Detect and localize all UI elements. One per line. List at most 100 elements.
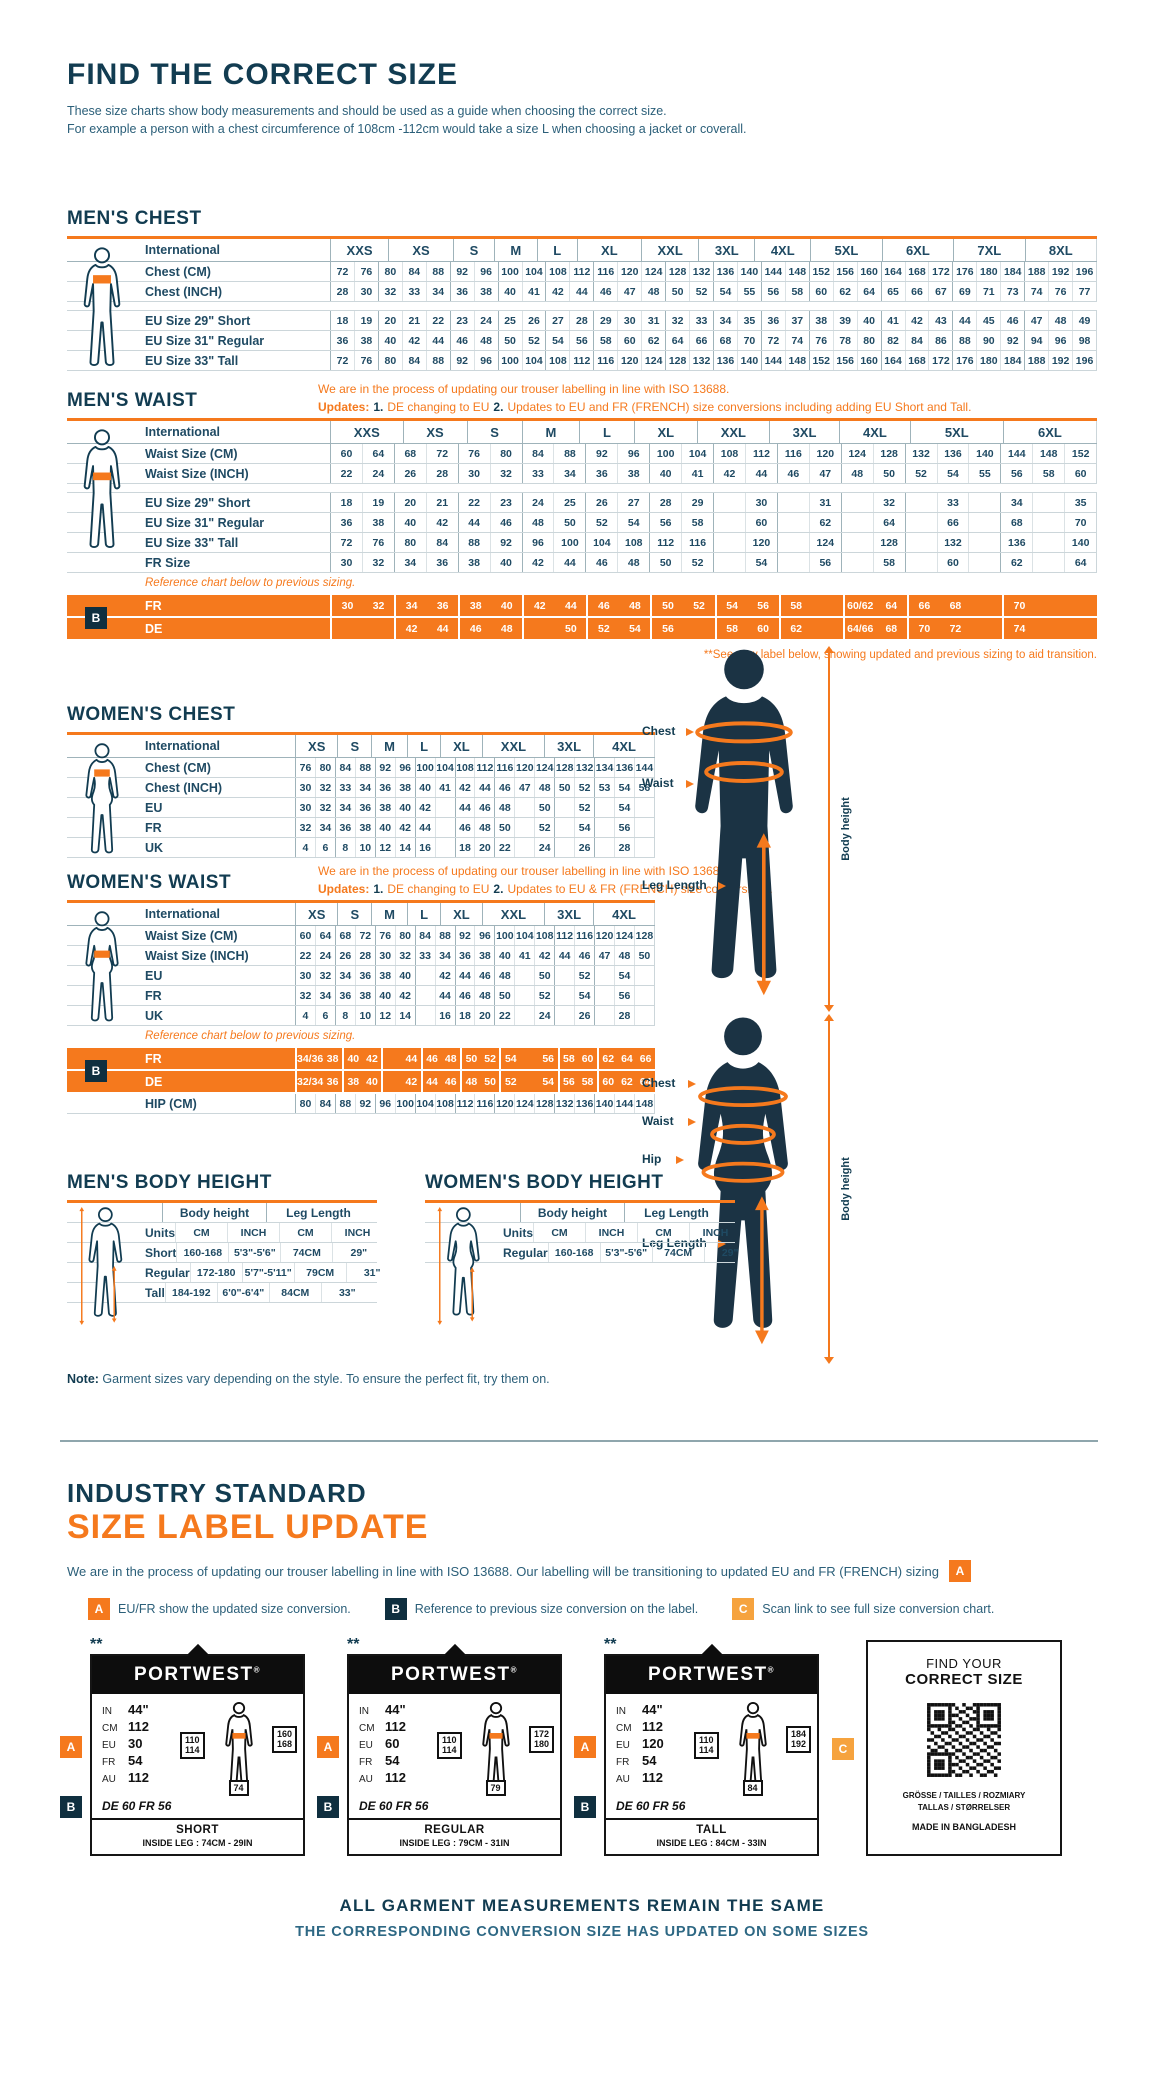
size-cell: 35	[1064, 493, 1096, 512]
size-cell: 56	[757, 599, 769, 612]
size-cell: 46	[454, 818, 475, 837]
size-cell: 52	[534, 818, 554, 837]
size-cell: 108	[454, 758, 475, 777]
inside-leg-text: INSIDE LEG : 79CM - 31IN	[399, 1838, 510, 1848]
size-cell: 50	[497, 331, 522, 350]
row-label: EU Size 31" Regular	[145, 515, 265, 530]
chest-arrow-icon	[688, 1080, 696, 1088]
size-cell: 32	[872, 493, 905, 512]
size-cell: 86	[928, 331, 952, 350]
size-cell: 32	[314, 778, 335, 797]
size-cell: 120	[808, 444, 841, 463]
size-cell: 40	[649, 464, 681, 483]
size-cell: 62	[641, 331, 665, 350]
size-column-header: 4XL	[593, 735, 654, 757]
size-cell: 46	[593, 282, 617, 301]
size-cell	[381, 1071, 402, 1092]
table-row: Waist Size (INCH) 22 24 26 28 30 32 33 34 36 38 40 4…	[67, 946, 655, 966]
size-cell: 62	[778, 618, 812, 639]
size-cell	[514, 986, 534, 1005]
size-cell: 48	[614, 946, 634, 965]
size-cell: 54	[614, 798, 634, 817]
size-cell: 62	[1000, 553, 1032, 572]
size-cell: 42	[394, 986, 415, 1005]
size-cell: 88	[354, 758, 375, 777]
size-cell: 19	[353, 311, 378, 330]
height-measure-box: 184 192	[785, 1726, 811, 1753]
size-cell: 32	[489, 464, 522, 483]
size-cell: 104	[414, 1094, 435, 1113]
size-cell	[554, 838, 574, 857]
previous-sizing-group: FR 34/36 38 40 42 44 46 48 50 52 54 56 58 60 62 64 66 DE 3…	[67, 1048, 655, 1094]
chest-label: Chest	[642, 1076, 676, 1090]
size-cell: 128	[633, 926, 654, 945]
size-cell: 20	[377, 311, 402, 330]
size-cell: 40	[414, 778, 435, 797]
size-unit: EU	[102, 1740, 116, 1751]
size-cell: 76	[353, 351, 378, 370]
size-unit: AU	[616, 1774, 630, 1785]
row-label: Waist Size (INCH)	[145, 948, 249, 963]
table-row: EU Size 33" Tall 72 76 80 84 88 92 96 100 104 108 1…	[67, 533, 1097, 553]
size-cell: 54	[574, 818, 594, 837]
size-cell: 46	[1000, 311, 1024, 330]
iso-note-line1: We are in the process of updating our tr…	[318, 382, 730, 396]
unit-header: CM	[533, 1223, 585, 1242]
table-row: Waist Size (INCH) 22 24 26 28 30 32 33 34 36 38 40 4…	[67, 464, 1097, 484]
previous-sizing-row: FR 34/36 38 40 42 44 46 48 50 52 54 56 58 60 62 64 66	[67, 1048, 655, 1071]
size-cell	[968, 533, 1000, 552]
size-cell: 92	[454, 926, 475, 945]
label-body: IN 44" CM 112 EU 60 FR 54 AU 112 110 114 172 180 79	[349, 1694, 560, 1796]
badge-a-icon: A	[60, 1736, 82, 1758]
womens-waist-heading: WOMEN'S WAIST	[67, 872, 232, 893]
size-cell: 48	[521, 513, 554, 532]
size-cell: 18	[340, 496, 353, 509]
size-cell: 64	[314, 926, 335, 945]
size-cell: 56	[649, 513, 681, 532]
size-cell: 26	[574, 838, 594, 857]
size-cell: 26	[521, 311, 546, 330]
size-cell: 52	[574, 966, 594, 985]
row-label: EU Size 33" Tall	[145, 535, 239, 550]
size-cell: 50	[494, 818, 514, 837]
size-cell: 100	[394, 1094, 415, 1113]
size-unit: AU	[359, 1774, 373, 1785]
see-new-label-footnote: **See new label below, showing updated a…	[703, 649, 1097, 661]
size-cell: 52	[534, 986, 554, 1005]
row-cells: 30 32 34 36 38 40 42 44 46 48 50 52 54 56 58 60 62 64	[330, 553, 1097, 572]
size-cell: 124	[641, 351, 665, 370]
mens-chest-section: MEN'S CHEST International XXS XS S M L XL XXL 3X…	[67, 194, 1097, 371]
size-column-header: XS	[388, 239, 453, 261]
size-list-row: AU 112	[359, 1770, 439, 1787]
size-cell: 172	[928, 351, 952, 370]
table-row: Waist Size (CM) 60 64 68 72 76 80 84 88 92 96 100 10…	[67, 444, 1097, 464]
label-footer: REGULAR INSIDE LEG : 79CM - 31IN	[349, 1818, 560, 1854]
size-cell: 60	[581, 1052, 594, 1065]
row-cells: 36 38 40 42 44 46 48 50 52 54 56 58 60 62 64 66 68 70 72 74…	[330, 331, 1097, 350]
unit-header: CM	[279, 1223, 331, 1242]
size-value: 60	[385, 1736, 400, 1751]
size-cell: 104	[521, 262, 546, 281]
size-cell: 46	[586, 595, 619, 616]
size-cell: 54	[936, 464, 969, 483]
height-value: 184-192	[164, 1283, 217, 1302]
size-cell: 56	[760, 282, 785, 301]
size-cell: 44	[457, 513, 490, 532]
size-cell: 80	[394, 926, 415, 945]
brand-name: PORTWEST®	[133, 1664, 262, 1685]
unit-header: CM	[637, 1223, 689, 1242]
mens-chest-heading: MEN'S CHEST	[67, 208, 202, 229]
size-cell: 80	[377, 351, 402, 370]
size-cell: 44	[952, 311, 976, 330]
iso-note-line1: We are in the process of updating our tr…	[318, 864, 730, 878]
size-cell: 67	[928, 282, 952, 301]
size-cell: 28	[336, 285, 349, 298]
womens-body-height-table: Body height Leg Length Units CM INCH CM INCH Re…	[425, 1200, 739, 1325]
size-list-row: EU 30	[102, 1736, 182, 1753]
size-cell: 41	[880, 311, 905, 330]
size-cell: 44	[434, 986, 455, 1005]
size-cell: 36	[374, 778, 395, 797]
height-table-row: Regular 172-180 5'7"-5'11" 79CM 31"	[67, 1263, 381, 1283]
legend-b-text: Reference to previous size conversion on…	[414, 1602, 699, 1616]
row-cells: 80 84 88 92 96 100 104 108 112 116 120 124 128 132 136…	[295, 1094, 655, 1113]
